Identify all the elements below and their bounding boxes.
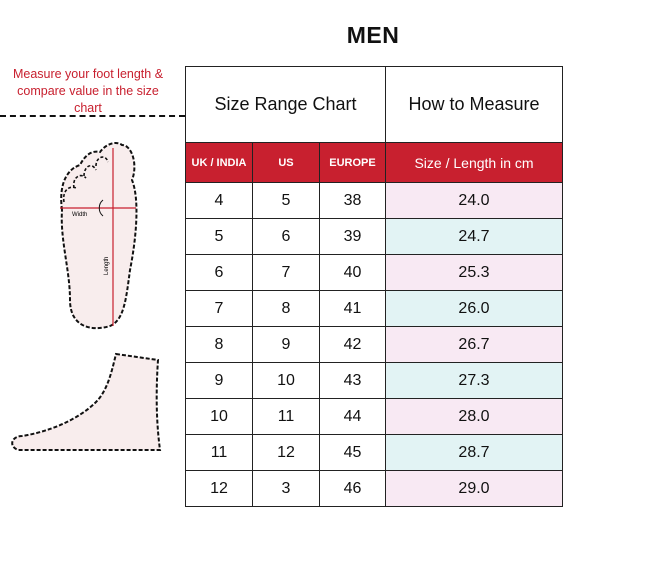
us-size-cell: 10 bbox=[252, 362, 320, 399]
table-row: 8 9 42 26.7 bbox=[185, 326, 563, 363]
foot-sole-icon: Width Length bbox=[60, 142, 138, 330]
length-cell: 28.7 bbox=[385, 434, 563, 471]
us-size-cell: 7 bbox=[252, 254, 320, 291]
col-length-cm: Size / Length in cm bbox=[385, 142, 563, 183]
uk-size-cell: 7 bbox=[185, 290, 253, 327]
length-cell: 29.0 bbox=[385, 470, 563, 507]
how-to-measure-header: How to Measure bbox=[385, 66, 563, 143]
table-row: 10 11 44 28.0 bbox=[185, 398, 563, 435]
table-row: 7 8 41 26.0 bbox=[185, 290, 563, 327]
uk-size-cell: 12 bbox=[185, 470, 253, 507]
us-size-cell: 12 bbox=[252, 434, 320, 471]
length-cell: 26.0 bbox=[385, 290, 563, 327]
column-header-row: UK / INDIA US EUROPE Size / Length in cm bbox=[185, 142, 563, 183]
europe-size-cell: 42 bbox=[319, 326, 386, 363]
uk-size-cell: 4 bbox=[185, 182, 253, 219]
size-chart-table: Size Range Chart How to Measure UK / IND… bbox=[185, 66, 563, 507]
length-cell: 24.7 bbox=[385, 218, 563, 255]
europe-size-cell: 43 bbox=[319, 362, 386, 399]
table-row: 6 7 40 25.3 bbox=[185, 254, 563, 291]
size-range-chart-header: Size Range Chart bbox=[185, 66, 386, 143]
europe-size-cell: 41 bbox=[319, 290, 386, 327]
table-row: 9 10 43 27.3 bbox=[185, 362, 563, 399]
us-size-cell: 3 bbox=[252, 470, 320, 507]
width-label: Width bbox=[72, 212, 87, 218]
uk-size-cell: 5 bbox=[185, 218, 253, 255]
europe-size-cell: 45 bbox=[319, 434, 386, 471]
europe-size-cell: 40 bbox=[319, 254, 386, 291]
col-europe: EUROPE bbox=[319, 142, 386, 183]
table-row: 12 3 46 29.0 bbox=[185, 470, 563, 507]
europe-size-cell: 46 bbox=[319, 470, 386, 507]
length-cell: 24.0 bbox=[385, 182, 563, 219]
us-size-cell: 6 bbox=[252, 218, 320, 255]
measure-instruction: Measure your foot length & compare value… bbox=[12, 67, 164, 115]
length-cell: 28.0 bbox=[385, 398, 563, 435]
uk-size-cell: 6 bbox=[185, 254, 253, 291]
length-label: Length bbox=[104, 257, 110, 275]
uk-size-cell: 11 bbox=[185, 434, 253, 471]
table-row: 5 6 39 24.7 bbox=[185, 218, 563, 255]
europe-size-cell: 44 bbox=[319, 398, 386, 435]
length-cell: 25.3 bbox=[385, 254, 563, 291]
us-size-cell: 8 bbox=[252, 290, 320, 327]
col-us: US bbox=[252, 142, 320, 183]
us-size-cell: 9 bbox=[252, 326, 320, 363]
group-header-row: Size Range Chart How to Measure bbox=[185, 66, 563, 143]
length-cell: 26.7 bbox=[385, 326, 563, 363]
dashed-divider bbox=[0, 115, 185, 117]
page-title: MEN bbox=[346, 22, 400, 48]
uk-size-cell: 10 bbox=[185, 398, 253, 435]
table-row: 11 12 45 28.7 bbox=[185, 434, 563, 471]
us-size-cell: 11 bbox=[252, 398, 320, 435]
foot-side-icon bbox=[11, 352, 162, 451]
table-row: 4 5 38 24.0 bbox=[185, 182, 563, 219]
uk-size-cell: 8 bbox=[185, 326, 253, 363]
uk-size-cell: 9 bbox=[185, 362, 253, 399]
col-uk-india: UK / INDIA bbox=[185, 142, 253, 183]
length-cell: 27.3 bbox=[385, 362, 563, 399]
europe-size-cell: 39 bbox=[319, 218, 386, 255]
us-size-cell: 5 bbox=[252, 182, 320, 219]
europe-size-cell: 38 bbox=[319, 182, 386, 219]
